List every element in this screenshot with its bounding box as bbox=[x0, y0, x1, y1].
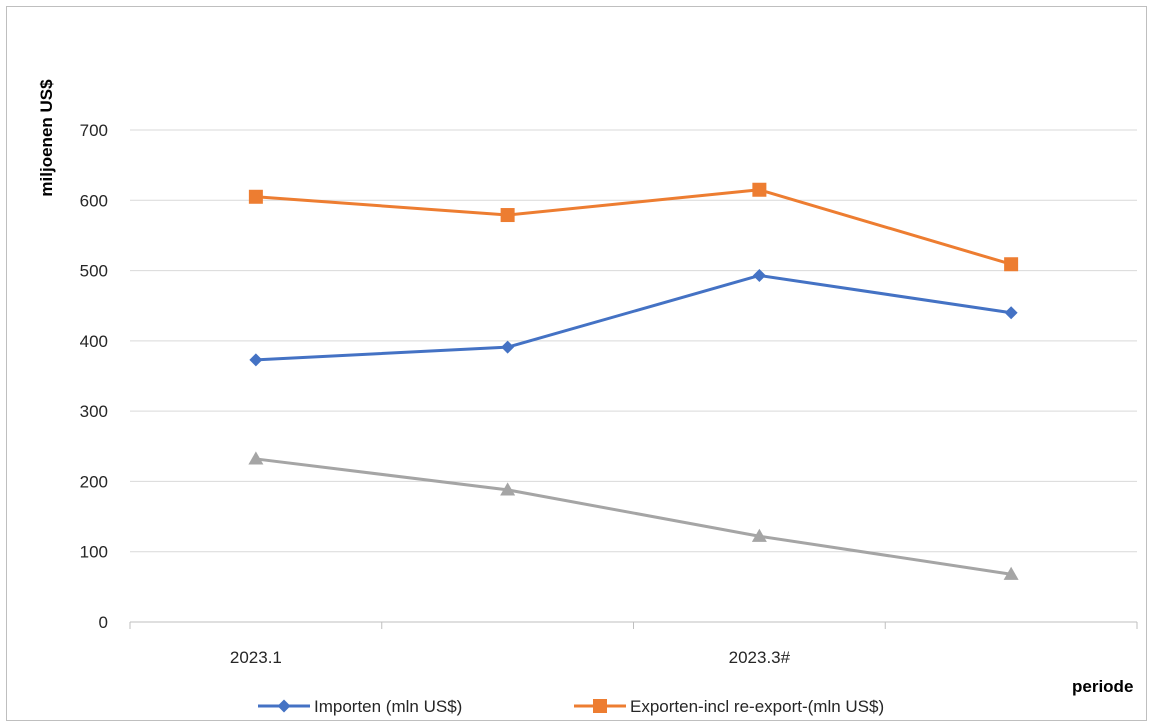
data-point-square bbox=[500, 208, 515, 223]
legend-label: Exporten-incl re-export-(mln US$) bbox=[630, 697, 884, 716]
data-point-triangle bbox=[500, 482, 516, 496]
chart-frame bbox=[6, 6, 1147, 721]
y-tick-label: 200 bbox=[80, 472, 108, 491]
x-axis: 2023.1 2023.3# bbox=[129, 622, 1138, 667]
y-tick-label: 500 bbox=[80, 262, 108, 281]
data-point-triangle bbox=[1003, 566, 1019, 580]
y-tick-label: 300 bbox=[80, 402, 108, 421]
y-tick-label: 400 bbox=[80, 332, 108, 351]
series-diamond bbox=[249, 268, 1018, 367]
series-lines bbox=[248, 182, 1019, 580]
data-point-square bbox=[752, 182, 767, 197]
data-point-square bbox=[1004, 257, 1019, 272]
data-point-diamond bbox=[752, 268, 766, 282]
series-line-diamond bbox=[255, 273, 1012, 362]
y-tick-label: 100 bbox=[80, 543, 108, 562]
legend-item-diamond: Importen (mln US$) bbox=[258, 697, 462, 716]
x-tick-label: 2023.1 bbox=[230, 648, 282, 667]
y-tick-label: 600 bbox=[80, 191, 108, 210]
data-point-triangle bbox=[751, 528, 767, 542]
legend-marker bbox=[277, 699, 291, 713]
x-axis-title: periode bbox=[1072, 677, 1133, 696]
gridlines bbox=[130, 129, 1137, 623]
data-point-square bbox=[248, 189, 263, 204]
series-triangle bbox=[248, 451, 1019, 580]
y-tick-labels: 0 100 200 300 400 500 600 700 bbox=[80, 121, 108, 632]
data-point-diamond bbox=[1004, 306, 1018, 320]
data-point-diamond bbox=[249, 353, 263, 367]
legend-marker bbox=[593, 699, 607, 713]
legend: Importen (mln US$) Exporten-incl re-expor… bbox=[258, 697, 884, 716]
legend-label: Importen (mln US$) bbox=[314, 697, 462, 716]
y-axis-title: miljoenen US$ bbox=[37, 79, 56, 197]
series-line-square bbox=[255, 188, 1012, 266]
x-tick-label: 2023.3# bbox=[729, 648, 791, 667]
series-line-triangle bbox=[255, 457, 1012, 576]
y-tick-label: 700 bbox=[80, 121, 108, 140]
legend-item-square: Exporten-incl re-export-(mln US$) bbox=[574, 697, 884, 716]
series-square bbox=[248, 182, 1019, 272]
data-point-diamond bbox=[501, 340, 515, 354]
data-point-triangle bbox=[248, 451, 264, 465]
y-tick-label: 0 bbox=[99, 613, 108, 632]
